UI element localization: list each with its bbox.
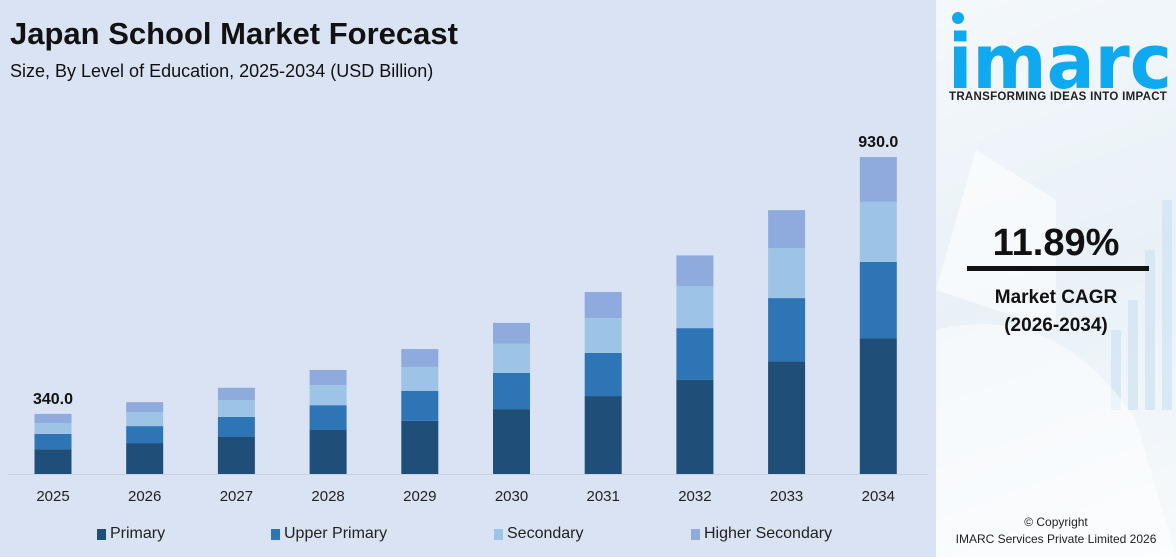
bar-segment-primary-2028	[309, 430, 347, 474]
bar-segment-upper-primary-2032	[676, 328, 714, 380]
svg-text:imarc: imarc	[948, 17, 1172, 92]
bar-segment-higher-secondary-2034	[859, 157, 897, 202]
bar-segment-secondary-2030	[493, 343, 530, 373]
legend-label: Primary	[110, 525, 166, 542]
bar-segment-higher-secondary-2028	[309, 369, 347, 386]
legend: Primary Upper Primary Secondary Higher Seco…	[0, 525, 936, 545]
cagr-label-text: Market CAGR	[994, 287, 1118, 308]
bar-segment-secondary-2026	[126, 412, 164, 427]
x-tick-label: 2034	[862, 488, 895, 505]
copyright-line-1: © Copyright	[1024, 515, 1088, 529]
bar-segment-higher-secondary-2031	[584, 291, 622, 319]
legend-label: Higher Secondary	[704, 525, 833, 542]
bar-segment-secondary-2027	[217, 399, 255, 417]
x-tick-label: 2032	[678, 488, 711, 505]
bar-segment-secondary-2034	[859, 201, 897, 262]
stacked-bar-chart: 2025 340.0 2026 2027 2028 2029 2030 2031 2032 203…	[8, 134, 928, 505]
legend-swatch	[691, 528, 700, 540]
bar-segment-primary-2025	[34, 449, 72, 474]
legend-swatch	[494, 528, 503, 540]
cagr-divider	[967, 266, 1149, 271]
sidebar: imarc TRANSFORMING IDEAS INTO IMPACT 11.…	[936, 0, 1176, 557]
x-tick-label: 2031	[587, 488, 620, 505]
copyright-line-2: IMARC Services Private Limited 2026	[955, 532, 1157, 546]
legend-label: Upper Primary	[284, 525, 388, 542]
bar-segment-upper-primary-2027	[217, 416, 255, 437]
background-chart-image	[936, 150, 1176, 557]
chart-panel: Japan School Market Forecast Size, By Le…	[0, 16, 936, 545]
bar-segment-upper-primary-2031	[584, 352, 622, 397]
bar-segment-upper-primary-2029	[401, 390, 439, 421]
bar-segment-higher-secondary-2033	[768, 210, 806, 249]
x-tick-label: 2030	[495, 488, 528, 505]
bar-segment-primary-2032	[676, 379, 714, 474]
x-tick-label: 2028	[311, 488, 344, 505]
bar-segment-upper-primary-2028	[309, 405, 347, 431]
legend-item-primary: Primary	[97, 525, 165, 543]
bar-segment-higher-secondary-2027	[217, 387, 255, 400]
cagr-label: Market CAGR (2026-2034)	[936, 284, 1176, 340]
bar-segment-primary-2034	[859, 338, 897, 474]
bar-segment-primary-2026	[126, 443, 164, 474]
imarc-logo: imarc	[948, 12, 1172, 92]
chart-subtitle: Size, By Level of Education, 2025-2034 (…	[10, 61, 434, 81]
legend-swatch	[271, 528, 280, 540]
bar-segment-upper-primary-2025	[34, 433, 72, 450]
bar-segment-primary-2033	[768, 361, 806, 474]
data-label-total: 930.0	[858, 134, 898, 151]
bar-segment-higher-secondary-2030	[493, 322, 530, 344]
bar-segment-upper-primary-2026	[126, 426, 164, 444]
cagr-period: (2026-2034)	[1004, 315, 1108, 336]
bar-segment-upper-primary-2033	[768, 298, 806, 362]
bar-segment-secondary-2025	[34, 423, 72, 434]
bar-segment-primary-2031	[584, 396, 622, 474]
data-label-total: 340.0	[33, 391, 73, 408]
bar-segment-secondary-2031	[584, 318, 622, 353]
legend-item-higher-secondary: Higher Secondary	[691, 525, 832, 543]
bar-segment-higher-secondary-2026	[126, 402, 164, 413]
bar-segment-primary-2030	[493, 409, 530, 474]
bar-segment-higher-secondary-2032	[676, 255, 714, 287]
x-tick-label: 2033	[770, 488, 803, 505]
bar-segment-upper-primary-2034	[859, 261, 897, 339]
bar-segment-secondary-2033	[768, 248, 806, 299]
legend-swatch	[97, 528, 106, 540]
bar-segment-secondary-2032	[676, 286, 714, 329]
bar-segment-upper-primary-2030	[493, 372, 530, 410]
x-tick-label: 2029	[403, 488, 436, 505]
bar-segment-primary-2029	[401, 420, 439, 474]
copyright: © Copyright IMARC Services Private Limit…	[936, 514, 1176, 548]
x-tick-label: 2025	[36, 488, 69, 505]
x-tick-label: 2026	[128, 488, 161, 505]
cagr-value: 11.89%	[992, 222, 1120, 264]
legend-item-upper-primary: Upper Primary	[271, 525, 387, 543]
bar-segment-higher-secondary-2025	[34, 413, 72, 424]
x-tick-label: 2027	[220, 488, 253, 505]
bar-segment-secondary-2028	[309, 385, 347, 406]
bar-segment-higher-secondary-2029	[401, 349, 439, 367]
bar-segment-primary-2027	[217, 436, 255, 474]
legend-label: Secondary	[507, 525, 584, 542]
legend-item-secondary: Secondary	[494, 525, 584, 543]
logo-tagline: TRANSFORMING IDEAS INTO IMPACT	[949, 91, 1168, 103]
bar-segment-secondary-2029	[401, 366, 439, 391]
chart-title: Japan School Market Forecast	[10, 16, 458, 51]
